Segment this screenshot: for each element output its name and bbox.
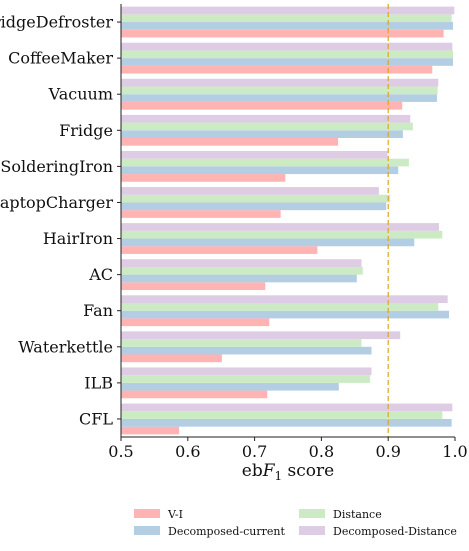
bar-solderingiron-decomposed-distance — [121, 150, 388, 159]
category-label: AC — [88, 265, 113, 284]
bars-group — [121, 6, 455, 435]
bar-cfl-decomposed-current — [121, 418, 452, 427]
bar-hairiron-distance — [121, 230, 443, 239]
bar-hairiron-decomposed-current — [121, 238, 415, 247]
bar-ac-distance — [121, 266, 363, 275]
bar-solderingiron-distance — [121, 158, 409, 167]
category-label: Fan — [83, 301, 113, 320]
bar-solderingiron-v-i — [121, 174, 286, 182]
legend-swatch-v-i — [134, 509, 160, 518]
bar-fridge-distance — [121, 122, 413, 131]
x-tick-label: 0.7 — [242, 442, 267, 461]
category-label: Waterkettle — [18, 337, 113, 356]
bar-fan-distance — [121, 303, 439, 311]
bar-waterkettle-v-i — [121, 354, 222, 363]
bar-hairiron-v-i — [121, 246, 318, 254]
bar-ilb-distance — [121, 375, 371, 383]
x-tick-label: 0.8 — [309, 442, 334, 461]
category-label: HairIron — [43, 229, 113, 248]
category-label: Fridge — [59, 121, 113, 140]
bar-coffeemaker-distance — [121, 50, 453, 59]
category-labels-group: FridgeDefroster CoffeeMaker Vacuum Fridge So… — [0, 13, 121, 428]
category-label: LaptopCharger — [0, 193, 113, 212]
bar-waterkettle-decomposed-distance — [121, 331, 401, 340]
axes-group — [120, 4, 455, 438]
bar-ilb-decomposed-current — [121, 382, 339, 391]
x-axis-label: ebF1 score — [242, 461, 334, 483]
bar-fridge-v-i — [121, 137, 339, 146]
legend-swatch-distance — [299, 509, 325, 518]
bar-fan-decomposed-distance — [121, 295, 448, 304]
bar-fan-v-i — [121, 318, 270, 327]
bar-cfl-v-i — [121, 426, 180, 435]
bar-ac-decomposed-current — [121, 274, 357, 283]
bar-fridge-decomposed-current — [121, 130, 403, 138]
category-label: ILB — [84, 373, 113, 392]
bar-coffeemaker-v-i — [121, 65, 433, 74]
category-label: Vacuum — [48, 85, 113, 104]
bar-ilb-decomposed-distance — [121, 367, 372, 376]
legend-label-distance: Distance — [333, 508, 382, 521]
bar-fridgedefroster-v-i — [121, 29, 444, 38]
bar-laptopcharger-decomposed-current — [121, 202, 387, 211]
bar-fridgedefroster-decomposed-current — [121, 22, 453, 30]
bar-laptopcharger-distance — [121, 194, 391, 203]
bar-fridge-decomposed-distance — [121, 114, 411, 123]
bar-coffeemaker-decomposed-current — [121, 58, 453, 66]
bar-coffeemaker-decomposed-distance — [121, 42, 453, 51]
legend-label-v-i: V-I — [167, 508, 183, 521]
bar-vacuum-decomposed-distance — [121, 78, 439, 87]
x-tick-label: 0.5 — [108, 442, 133, 461]
bar-laptopcharger-v-i — [121, 210, 281, 218]
bar-fridgedefroster-decomposed-distance — [121, 6, 455, 15]
bar-vacuum-v-i — [121, 101, 403, 110]
bar-ac-v-i — [121, 282, 266, 291]
bar-cfl-decomposed-distance — [121, 403, 453, 412]
bar-waterkettle-distance — [121, 339, 362, 347]
legend-swatch-decomposed-current — [134, 526, 160, 535]
x-tick-label: 0.9 — [375, 442, 400, 461]
bar-hairiron-decomposed-distance — [121, 223, 439, 231]
bar-cfl-distance — [121, 411, 443, 419]
x-tick-label: 0.6 — [175, 442, 200, 461]
x-tick-label: 1.0 — [442, 442, 467, 461]
legend-label-decomposed-current: Decomposed-current — [168, 525, 285, 538]
category-label: SolderingIron — [0, 157, 113, 176]
bar-ilb-v-i — [121, 390, 268, 399]
category-label: CoffeeMaker — [8, 49, 113, 68]
bar-fan-decomposed-current — [121, 310, 449, 319]
bar-vacuum-decomposed-current — [121, 94, 437, 102]
x-ticks-group: 0.5 0.6 0.7 0.8 0.9 1.0 — [108, 437, 468, 461]
bar-solderingiron-decomposed-current — [121, 166, 399, 175]
bar-waterkettle-decomposed-current — [121, 346, 372, 355]
legend-label-decomposed-distance: Decomposed-Distance — [333, 525, 457, 538]
legend: V-I Decomposed-current Distance Decomposed-… — [134, 508, 457, 538]
category-label: CFL — [79, 409, 113, 428]
legend-swatch-decomposed-distance — [299, 526, 325, 535]
bar-vacuum-distance — [121, 86, 438, 95]
bar-fridgedefroster-distance — [121, 14, 452, 23]
bar-ac-decomposed-distance — [121, 259, 362, 267]
category-label: FridgeDefroster — [0, 13, 113, 32]
bar-laptopcharger-decomposed-distance — [121, 187, 379, 195]
